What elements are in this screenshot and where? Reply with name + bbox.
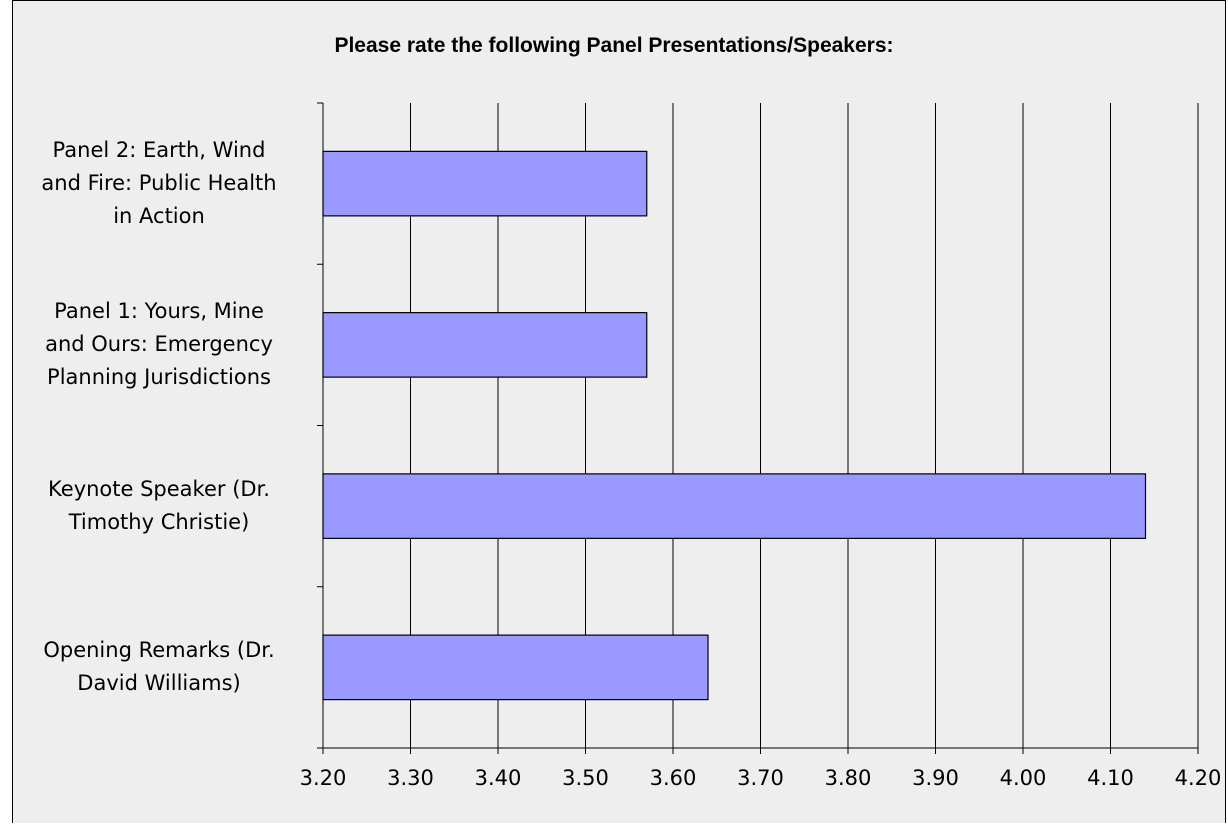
category-label-line: Planning Jurisdictions [47, 365, 271, 390]
category-label: Panel 1: Yours, Mine and Ours: Emergency P… [14, 295, 304, 394]
x-tick-label: 4.20 [1175, 766, 1222, 790]
category-label-line: and Fire: Public Health [41, 171, 277, 196]
bar [322, 634, 709, 701]
x-tick-label: 3.70 [737, 766, 784, 790]
category-label-line: Panel 1: Yours, Mine [54, 299, 264, 324]
chart-title: Please rate the following Panel Presenta… [334, 34, 894, 57]
category-label-line: Timothy Christie) [68, 510, 250, 535]
category-label: Keynote Speaker (Dr. Timothy Christie) [14, 473, 304, 539]
bar [322, 473, 1147, 539]
x-tick-label: 3.50 [562, 766, 609, 790]
x-tick-label: 3.80 [825, 766, 872, 790]
bar [322, 312, 648, 378]
x-tick-label: 3.30 [387, 766, 434, 790]
bar [322, 150, 648, 217]
category-label-line: in Action [113, 204, 205, 229]
category-label-line: Panel 2: Earth, Wind [52, 138, 266, 163]
category-label-line: David Williams) [77, 671, 241, 696]
category-label-line: Opening Remarks (Dr. [43, 638, 275, 663]
category-label: Opening Remarks (Dr. David Williams) [14, 634, 304, 700]
x-tick-label: 3.60 [650, 766, 697, 790]
x-tick-label: 3.40 [475, 766, 522, 790]
category-label: Panel 2: Earth, Wind and Fire: Public Hea… [14, 134, 304, 233]
x-tick-label: 3.90 [912, 766, 959, 790]
x-tick-label: 4.10 [1087, 766, 1134, 790]
x-tick-label: 3.20 [300, 766, 347, 790]
x-tick-label: 4.00 [1000, 766, 1047, 790]
category-label-line: Keynote Speaker (Dr. [48, 477, 270, 502]
category-label-line: and Ours: Emergency [45, 332, 273, 357]
